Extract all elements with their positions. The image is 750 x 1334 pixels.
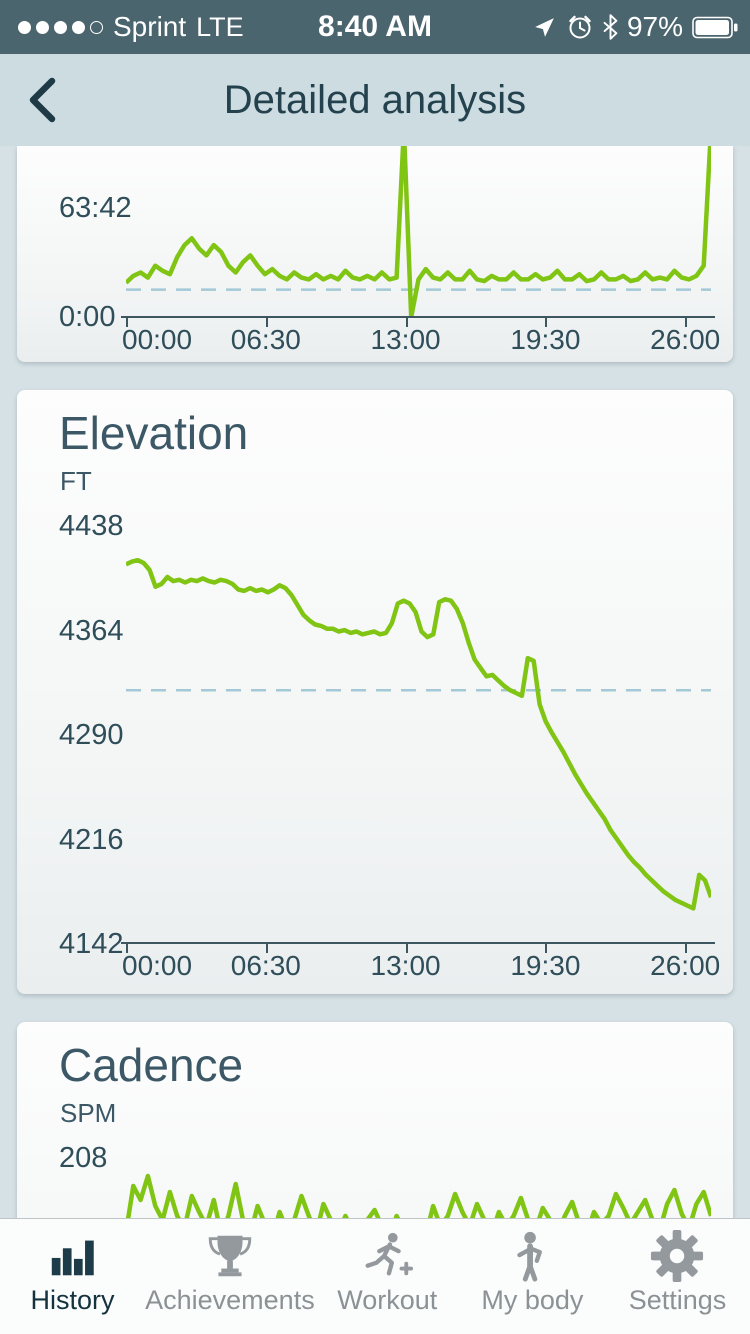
status-bar: Sprint LTE 8:40 AM 97% [0,0,750,54]
bar-chart-icon [0,1229,145,1283]
x-axis-ticks [126,944,711,954]
y-axis-tick-label: 0:00 [59,301,116,333]
x-axis-tick-label: 26:00 [650,324,721,355]
runner-plus-icon [315,1229,460,1283]
y-axis-tick-label: 208 [59,1142,108,1174]
signal-dot [90,20,103,34]
page-title: Detailed analysis [223,78,527,122]
status-left-group: Sprint LTE [18,0,244,54]
chart-title: Cadence [59,1039,244,1091]
back-button[interactable] [14,72,70,128]
x-axis-tick-mark [405,944,408,953]
x-axis-tick-mark [265,944,268,953]
tab-label: Achievements [145,1285,315,1315]
x-axis-labels: 00:00 06:30 13:00 19:30 26:00 [122,324,720,356]
tab-label: My body [481,1285,584,1315]
body-icon [460,1229,605,1283]
x-axis-tick-mark [685,944,688,953]
y-axis-tick-label: 63:42 [59,192,132,224]
x-axis-tick-mark [126,318,128,327]
nav-bar: Detailed analysis [0,54,750,146]
clock-label: 8:40 AM [318,10,432,43]
bluetooth-icon [603,14,618,40]
chart-line-plot [126,146,711,318]
x-axis-tick-label: 13:00 [370,324,441,355]
y-axis-tick-label: 4142 [59,928,124,960]
trophy-icon [145,1229,315,1283]
elevation-card: Elevation FT 4438 4364 4290 4216 4142 00:00 0… [17,390,733,994]
y-axis-tick-label: 4364 [59,614,124,647]
x-axis-labels: 00:00 06:30 13:00 19:30 26:00 [122,950,720,982]
content-scroll[interactable]: 63:42 0:00 00:00 06:30 13:00 19:30 26:00 Elev… [0,146,750,1218]
x-axis-tick-mark [685,318,688,327]
battery-icon [692,16,738,39]
y-axis-tick-label: 4216 [59,823,124,856]
carrier-label: Sprint [113,11,187,42]
x-axis-tick-mark [545,944,548,953]
x-axis-tick-label: 00:00 [122,324,193,355]
y-axis-tick-label: 4290 [59,719,124,751]
chart-unit: SPM [60,1098,117,1128]
signal-dot [36,20,49,34]
x-axis-tick-mark [265,318,268,327]
network-label: LTE [196,11,244,42]
x-axis-tick-label: 26:00 [650,950,721,981]
tab-label: Workout [337,1285,438,1315]
gear-icon [605,1229,750,1283]
cadence-card: Cadence SPM 208 [17,1022,733,1218]
x-axis-tick-label: 00:00 [122,950,193,981]
x-axis-line [121,942,715,944]
tab-label: Settings [628,1285,727,1315]
y-axis-tick-label: 4438 [59,510,124,542]
status-right-group: 97% [532,0,738,54]
x-axis-tick-label: 13:00 [370,950,441,981]
x-axis-ticks [126,318,711,328]
top-chart-card: 63:42 0:00 00:00 06:30 13:00 19:30 26:00 [17,146,733,362]
chart-title: Elevation [59,407,249,459]
x-axis-line [121,316,715,318]
x-axis-tick-label: 06:30 [230,950,301,981]
tab-label: History [30,1285,115,1315]
tab-bar: History Achievements [0,1218,750,1334]
chevron-left-icon [20,77,64,131]
tab-item-achievements[interactable]: Achievements [145,1219,315,1334]
alarm-clock-icon [566,13,594,41]
chart-line-plot [126,557,711,911]
signal-dot [18,20,31,34]
tab-item-my-body[interactable]: My body [460,1219,605,1334]
chart-line-plot [126,1173,711,1218]
x-axis-tick-mark [545,318,548,327]
signal-dot [72,20,85,34]
x-axis-tick-mark [405,318,408,327]
location-arrow-icon [532,15,557,40]
y-axis-labels: 208 [59,1143,107,1218]
x-axis-tick-label: 06:30 [230,324,301,355]
signal-dots [18,20,103,34]
y-axis-labels: 63:42 0:00 [59,193,132,332]
x-axis-tick-mark [126,944,128,953]
signal-dot [54,20,67,34]
tab-item-history[interactable]: History [0,1219,145,1334]
battery-percent-label: 97% [626,11,683,42]
x-axis-tick-label: 19:30 [510,950,581,981]
y-axis-labels: 4438 4364 4290 4216 4142 [59,511,124,959]
tab-item-settings[interactable]: Settings [605,1219,750,1334]
chart-unit: FT [60,466,92,496]
x-axis-tick-label: 19:30 [510,324,581,355]
tab-item-workout[interactable]: Workout [315,1219,460,1334]
